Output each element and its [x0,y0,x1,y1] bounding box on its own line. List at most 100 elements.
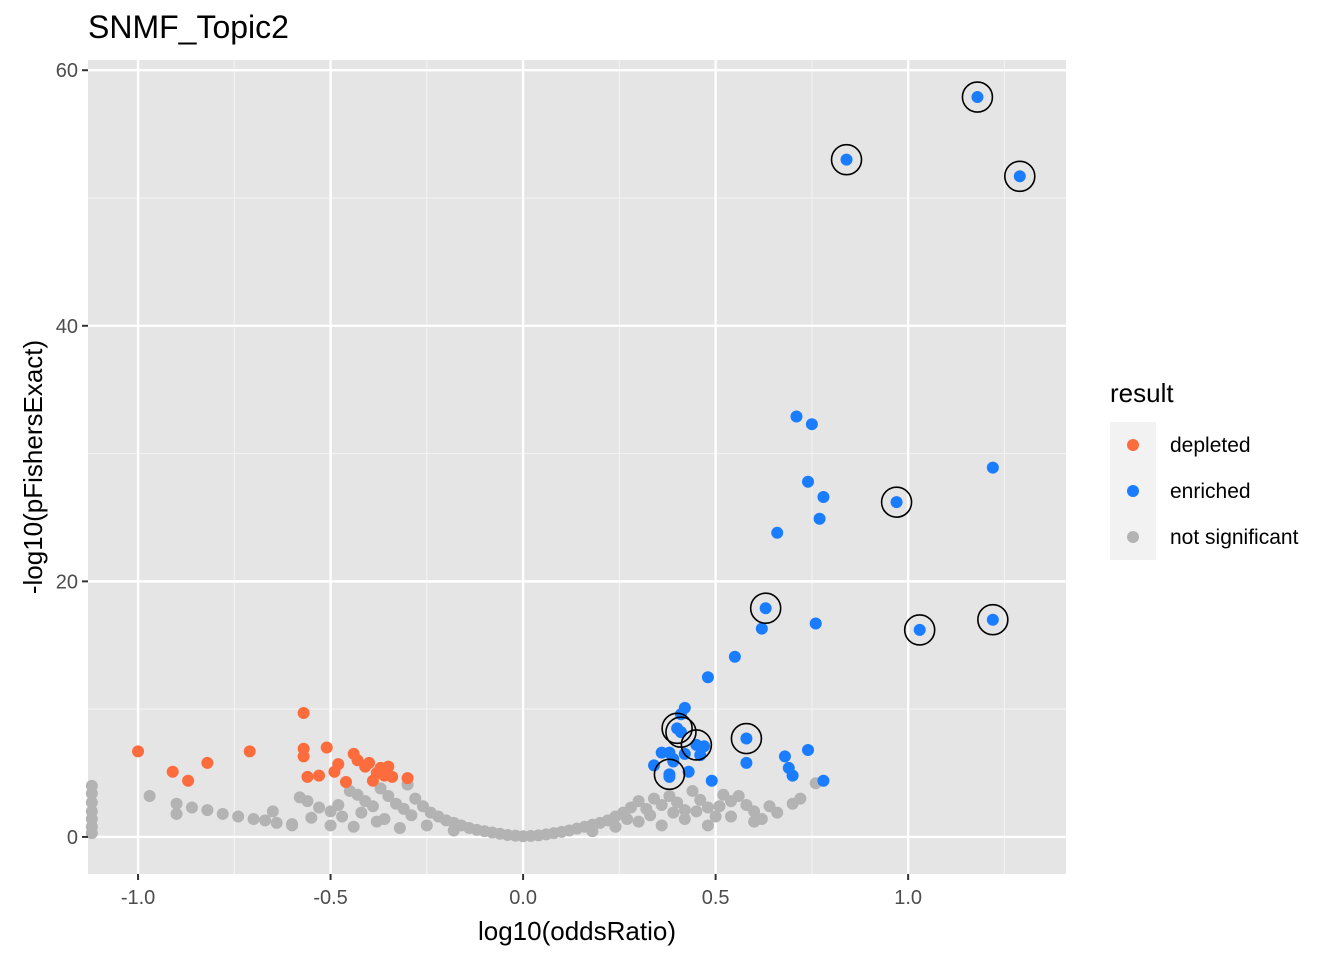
data-point-enriched [698,740,711,753]
data-point-enriched [682,765,695,778]
data-point-not-significant [336,810,349,823]
data-point-not-significant [366,800,379,813]
data-point-not-significant [374,782,387,795]
data-point-enriched [817,774,830,787]
plot-panel [88,60,1066,874]
highlight-ring [680,729,713,761]
data-point-not-significant [748,805,761,818]
data-point-enriched [648,759,661,772]
data-point-enriched [817,491,830,504]
grid-major [88,60,1066,874]
data-point-not-significant [644,809,657,822]
data-point-not-significant [732,790,745,803]
data-point-not-significant [678,813,691,826]
highlight-ring [661,712,693,745]
highlight-ring [880,486,913,518]
grid-minor [88,60,1066,874]
data-point-enriched [802,744,815,757]
data-point-depleted [132,745,145,758]
legend-item-enriched: enriched [1110,468,1251,514]
data-point-not-significant [420,819,433,832]
data-point-enriched [663,770,676,783]
data-point-not-significant [655,819,668,832]
highlight-ring [830,143,863,176]
legend-key-not-significant [1127,531,1139,543]
x-axis-title: log10(oddsRatio) [478,916,676,946]
data-point-not-significant [85,827,98,840]
legend-label-enriched: enriched [1170,480,1251,503]
data-point-depleted [297,750,310,763]
highlight-ring [977,603,1009,636]
x-tick-label: -0.5 [313,887,347,909]
data-point-not-significant [771,806,784,819]
data-point-not-significant [447,824,460,837]
data-point-not-significant [725,810,738,823]
data-point-not-significant [378,813,391,826]
chart-title: SNMF_Topic2 [88,9,289,45]
data-point-enriched [986,613,999,626]
data-point-not-significant [609,820,622,833]
data-point-not-significant [324,819,337,832]
data-point-enriched [971,91,984,104]
x-tick-label: 0.0 [509,887,537,909]
data-point-enriched [667,752,680,765]
data-point-not-significant [313,801,326,814]
y-axis-title: -log10(pFishersExact) [18,340,48,594]
data-point-not-significant [409,792,422,805]
data-point-enriched [890,496,903,509]
data-point-not-significant [305,811,318,824]
legend-title: result [1110,378,1174,408]
series-depleted [132,706,414,788]
data-point-not-significant [686,784,699,797]
data-point-enriched [786,769,799,782]
data-point-not-significant [170,797,183,810]
data-point-not-significant [794,792,807,805]
data-point-not-significant [85,787,98,800]
data-point-enriched [802,475,815,488]
data-point-not-significant [586,825,599,838]
data-point-not-significant [85,796,98,809]
data-point-not-significant [286,819,299,832]
data-point-not-significant [678,804,691,817]
legend-key-enriched [1127,485,1139,497]
x-tick-label: -1.0 [121,887,155,909]
legend-key-depleted [1127,439,1139,451]
y-tick-label: 0 [67,827,78,849]
data-point-not-significant [247,813,260,826]
data-point-depleted [301,770,314,783]
data-point-enriched [778,750,791,763]
y-tick-label: 20 [56,571,78,593]
data-point-depleted [320,741,333,754]
data-point-not-significant [713,800,726,813]
data-point-enriched [809,617,822,630]
legend-label-depleted: depleted [1170,434,1251,457]
y-tick-label: 40 [56,316,78,338]
data-point-enriched [759,602,772,615]
data-point-not-significant [201,804,214,817]
data-point-enriched [790,410,803,423]
data-point-enriched [740,756,753,769]
legend-label-not-significant: not significant [1170,526,1299,549]
data-point-depleted [182,774,195,787]
data-point-not-significant [216,807,229,820]
data-point-not-significant [347,820,360,833]
data-point-not-significant [393,821,406,834]
data-point-not-significant [671,796,684,809]
data-point-not-significant [185,801,198,814]
data-point-not-significant [143,790,156,803]
data-point-not-significant [632,795,645,808]
data-point-enriched [1013,170,1026,183]
data-point-not-significant [655,798,668,811]
y-axis-ticks: 0 20 40 60 [56,60,88,849]
data-point-not-significant [701,801,714,814]
data-point-depleted [297,706,310,719]
data-point-not-significant [690,805,703,818]
x-axis-ticks: -1.0 -0.5 0.0 0.5 1.0 [121,874,922,909]
data-point-depleted [382,760,395,773]
data-point-enriched [986,461,999,474]
highlight-ring [961,81,994,113]
series-not-significant [85,777,822,843]
data-point-not-significant [748,815,761,828]
highlight-ring [903,614,936,646]
